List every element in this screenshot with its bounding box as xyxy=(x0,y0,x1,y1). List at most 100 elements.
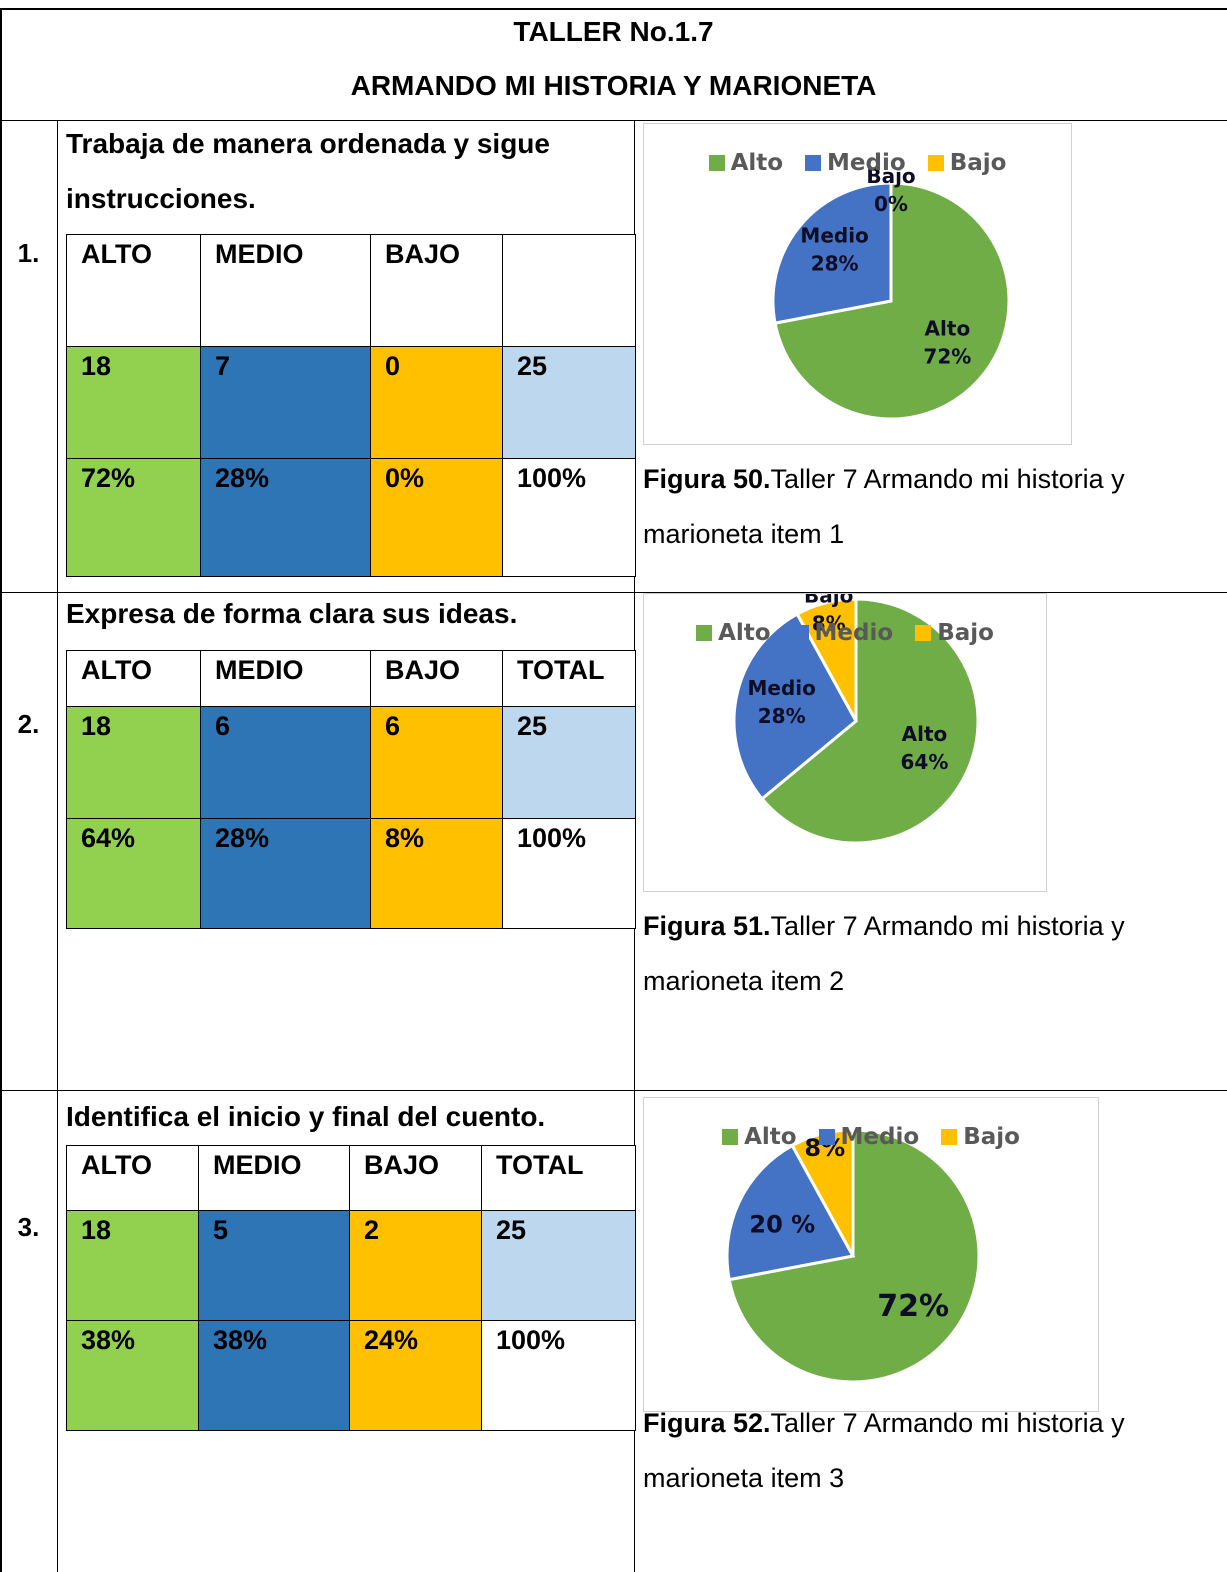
legend-label: Medio xyxy=(840,1124,920,1150)
col-line xyxy=(57,120,58,1572)
legend-label: Medio xyxy=(814,620,894,646)
caption-label: Figura 50. xyxy=(643,464,771,494)
caption-label: Figura 51. xyxy=(643,911,771,941)
table-cell: 100% xyxy=(502,458,636,577)
data-label-category: Alto xyxy=(902,722,948,746)
legend: Alto Medio Bajo xyxy=(644,150,1071,176)
legend-entry: Medio xyxy=(818,1124,920,1150)
table-cell: 38% xyxy=(66,1320,199,1431)
item-number: 3. xyxy=(17,1212,40,1242)
legend-label: Alto xyxy=(744,1124,797,1150)
table-cell: 18 xyxy=(66,1210,199,1321)
legend-swatch xyxy=(941,1129,958,1145)
caption: Figura 50.Taller 7 Armando mi historia y… xyxy=(643,452,1227,562)
legend: Alto Medio Bajo xyxy=(644,1124,1098,1150)
table-cell: 25 xyxy=(502,706,636,819)
pie-slice xyxy=(759,597,980,845)
pie-slice xyxy=(732,612,858,801)
caption-text: Taller 7 Armando mi historia y marioneta… xyxy=(643,1408,1125,1493)
legend-label: Bajo xyxy=(937,620,994,646)
caption: Figura 51.Taller 7 Armando mi historia y… xyxy=(643,899,1227,1009)
legend-label: Alto xyxy=(730,150,784,176)
legend-label: Alto xyxy=(718,620,771,646)
legend-entry: Alto xyxy=(708,150,784,176)
data-label: 20 % xyxy=(749,1211,815,1239)
question: Identifica el inicio y final del cuento. xyxy=(66,1101,546,1132)
title: TALLER No.1.7 xyxy=(513,16,714,47)
legend-entry: Medio xyxy=(792,620,894,646)
pie-slice xyxy=(725,1143,856,1282)
question: Expresa de forma clara sus ideas. xyxy=(66,598,518,629)
chart: Alto 64% Medio 28% Bajo 8% Alto Medio Bajo xyxy=(643,593,1047,892)
data-label: 8% xyxy=(812,612,846,636)
legend-swatch xyxy=(805,155,822,171)
table-cell: 25 xyxy=(502,346,636,459)
pie-slice xyxy=(795,597,858,722)
pie-chart: Alto 72% Medio 28% Bajo 0% xyxy=(771,164,1011,421)
table-cell: 5 xyxy=(198,1210,350,1321)
table-cell: 100% xyxy=(481,1320,636,1431)
data-label: 0% xyxy=(874,192,908,216)
subtitle: ARMANDO MI HISTORIA Y MARIONETA xyxy=(350,70,877,101)
table-cell: 28% xyxy=(200,818,371,929)
table-cell: 2 xyxy=(349,1210,482,1321)
table-cell: TOTAL xyxy=(481,1145,636,1211)
row-line xyxy=(0,1090,1227,1091)
legend-entry: Alto xyxy=(696,620,771,646)
legend-label: Medio xyxy=(827,150,906,176)
legend-swatch xyxy=(722,1129,739,1145)
table-cell: 6 xyxy=(370,706,503,819)
data-label: 28% xyxy=(758,704,806,728)
table-cell: 24% xyxy=(349,1320,482,1431)
table-cell: 28% xyxy=(200,458,371,577)
legend-label: Bajo xyxy=(963,1124,1020,1150)
legend-entry: Bajo xyxy=(941,1124,1020,1150)
table-cell: 72% xyxy=(66,458,201,577)
table-cell: 7 xyxy=(200,346,371,459)
table-cell: 64% xyxy=(66,818,201,929)
pie-chart: Alto 64% Medio 28% Bajo 8% xyxy=(732,594,980,845)
row-line xyxy=(0,120,1227,121)
data-label-category: Medio xyxy=(748,676,816,700)
item-number: 1. xyxy=(17,238,40,268)
pie-chart: 72%20 %8% xyxy=(725,1128,981,1384)
table-cell xyxy=(502,234,636,347)
legend-entry: Alto xyxy=(722,1124,797,1150)
legend-entry: Bajo xyxy=(915,620,994,646)
table-cell: BAJO xyxy=(349,1145,482,1211)
table-cell: 18 xyxy=(66,346,201,459)
legend-entry: Bajo xyxy=(927,150,1006,176)
legend: Alto Medio Bajo xyxy=(644,620,1046,646)
table-cell: MEDIO xyxy=(198,1145,350,1211)
table-cell: ALTO xyxy=(66,650,201,707)
caption-label: Figura 52. xyxy=(643,1408,771,1438)
table-cell: ALTO xyxy=(66,1145,199,1211)
table-cell: BAJO xyxy=(370,234,503,347)
caption-text: Taller 7 Armando mi historia y marioneta… xyxy=(643,911,1125,996)
pie-slice xyxy=(771,181,893,325)
data-label: 72% xyxy=(877,1289,949,1324)
table-cell: 100% xyxy=(502,818,636,929)
data-label-category: Medio xyxy=(800,223,868,247)
caption-text: Taller 7 Armando mi historia y marioneta… xyxy=(643,464,1125,549)
legend-swatch xyxy=(818,1129,835,1145)
table-cell: 38% xyxy=(198,1320,350,1431)
chart: 72% 20 % 8% Alto Medio Bajo xyxy=(643,1097,1099,1412)
border xyxy=(0,8,2,1572)
data-label-category: Alto xyxy=(925,317,971,341)
legend-swatch xyxy=(792,625,809,641)
caption: Figura 52.Taller 7 Armando mi historia y… xyxy=(643,1396,1227,1506)
legend-entry: Medio xyxy=(805,150,906,176)
data-label: 28% xyxy=(811,251,859,275)
data-label-category: Bajo xyxy=(866,164,915,188)
question: Trabaja de manera ordenada y sigue instr… xyxy=(66,128,550,214)
data-label: 72% xyxy=(923,345,971,369)
table-cell: 0 xyxy=(370,346,503,459)
legend-swatch xyxy=(696,625,713,641)
data-label-category: Bajo xyxy=(804,594,853,608)
table-cell: TOTAL xyxy=(502,650,636,707)
item-number: 2. xyxy=(17,709,40,739)
table-cell: 18 xyxy=(66,706,201,819)
row-line xyxy=(0,592,1227,593)
